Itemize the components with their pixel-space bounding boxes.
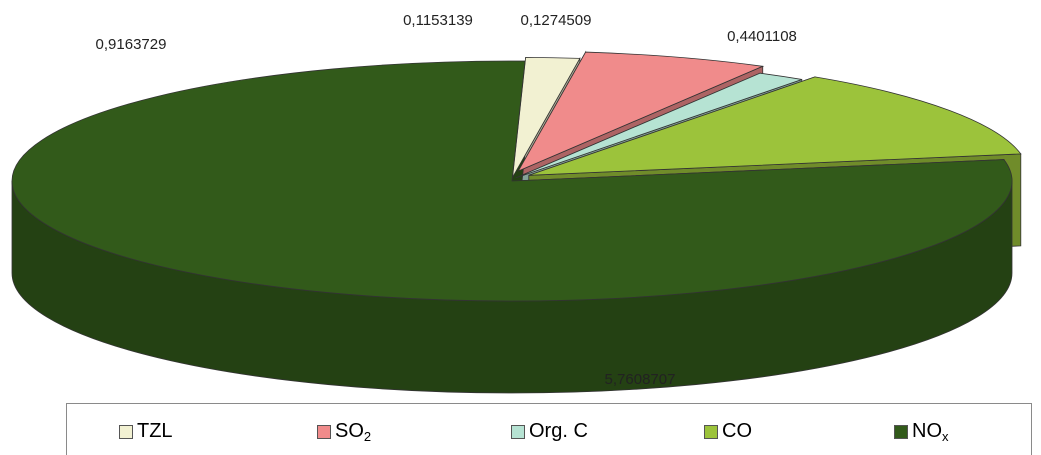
pie-data-labels: 0,1274509 0,4401108 0,1153139 0,9163729 5,76… [96,12,797,388]
pie-slice-so2 [517,51,765,172]
legend-item-tzl: TZL [119,420,173,443]
legend-label-tzl: TZL [137,420,173,442]
pie-slice-co [528,76,1022,176]
pie-slice-tzl [512,56,581,178]
legend-item-so2: SO2 [317,420,372,444]
legend-swatch-tzl [119,425,133,439]
legend-swatch-so2 [317,425,331,439]
pie-chart: 0,1274509 0,4401108 0,1153139 0,9163729 5,76… [11,12,1022,394]
pie-tops [11,51,1022,302]
pie-slice-nox [11,60,1013,302]
chart-legend: TZL SO2 Org. C CO NOx [66,403,1032,455]
legend-label-nox: NOx [912,420,949,444]
legend-swatch-co [704,425,718,439]
legend-label-so2: SO2 [335,420,372,444]
data-label-so2: 0,4401108 [727,28,797,45]
legend-item-org-c: Org. C [511,420,588,443]
data-label-nox: 5,7608707 [605,371,676,388]
data-label-co: 0,9163729 [96,36,167,53]
legend-swatch-nox [894,425,908,439]
legend-swatch-org-c [511,425,525,439]
legend-item-co: CO [704,420,752,443]
legend-label-org-c: Org. C [529,420,588,442]
data-label-tzl: 0,1274509 [521,12,592,29]
legend-item-nox: NOx [894,420,949,444]
data-label-org-c: 0,1153139 [403,12,473,29]
pie-slice-org-c [515,72,802,179]
legend-label-co: CO [722,420,752,442]
